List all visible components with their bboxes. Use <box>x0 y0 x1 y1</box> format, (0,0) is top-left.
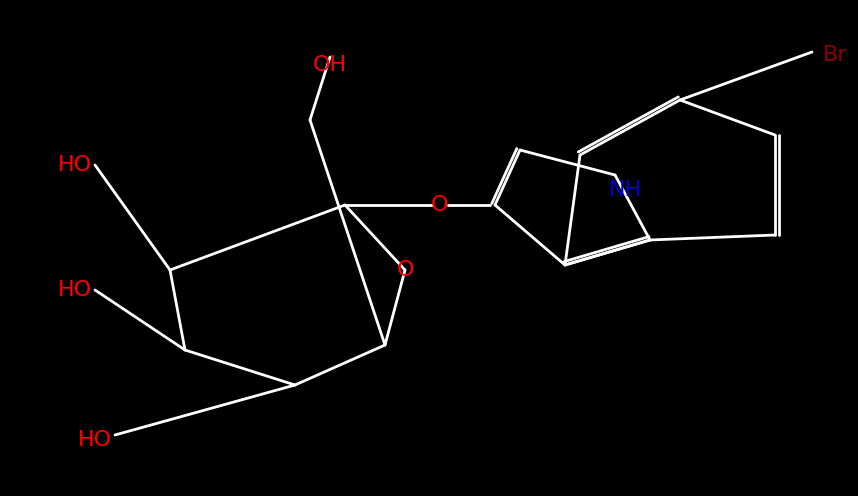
Text: HO: HO <box>78 430 112 450</box>
Text: O: O <box>432 195 449 215</box>
Text: HO: HO <box>58 155 92 175</box>
Text: NH: NH <box>608 180 642 200</box>
Text: Br: Br <box>823 45 847 65</box>
Text: O: O <box>396 260 414 280</box>
Text: HO: HO <box>58 280 92 300</box>
Text: OH: OH <box>313 55 347 75</box>
